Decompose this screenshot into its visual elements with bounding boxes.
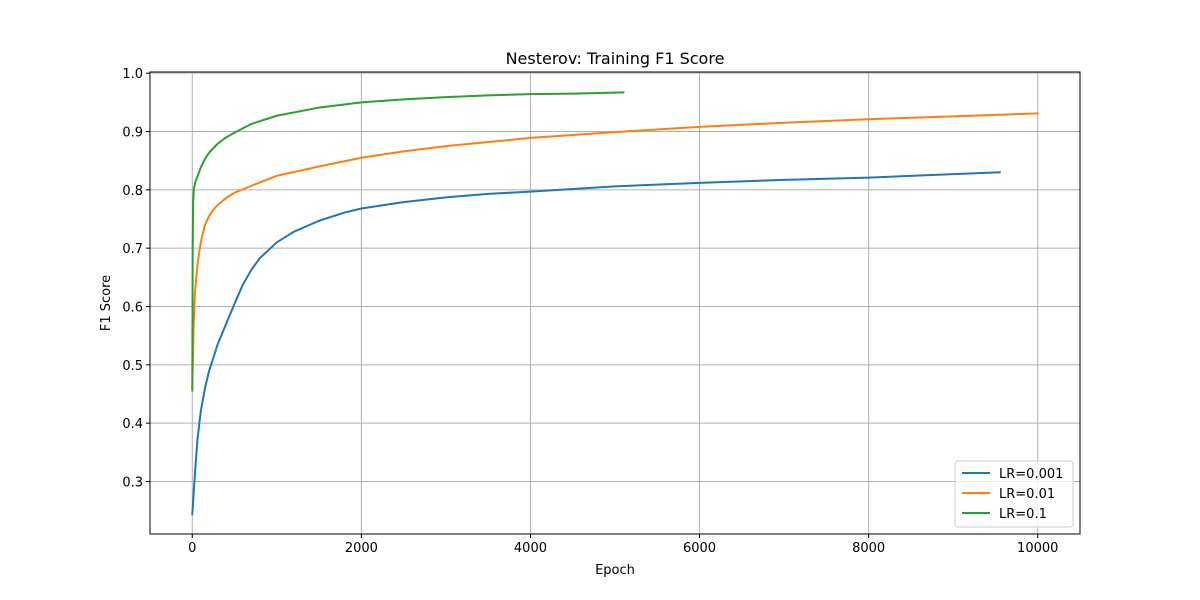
legend-entry-label: LR=0.1	[999, 507, 1047, 522]
x-tick-label: 6000	[683, 541, 716, 556]
y-tick-label: 0.3	[122, 476, 143, 491]
x-tick-label: 2000	[345, 541, 378, 556]
axis-ticks: 0 2000 4000 6000 8000 10000 0.3 0.4 0.5 0.6 0.7 0.8…	[122, 67, 1058, 556]
legend-box	[954, 460, 1074, 528]
series-line-3	[191, 91, 625, 392]
legend-entry-label: LR=0.001	[999, 467, 1063, 482]
legend-entry-label: LR=0.01	[999, 487, 1055, 502]
y-tick-label: 0.8	[122, 184, 143, 199]
y-tick-label: 0.9	[122, 126, 143, 141]
y-tick-label: 0.5	[122, 359, 143, 374]
y-tick-label: 1.0	[122, 67, 143, 82]
x-tick-label: 8000	[852, 541, 885, 556]
x-tick-label: 4000	[514, 541, 547, 556]
plot-area-frame	[149, 71, 1081, 535]
series-lines	[191, 91, 1039, 516]
y-tick-label: 0.6	[122, 301, 143, 316]
y-axis-label: F1 Score	[99, 275, 114, 331]
x-axis-label: Epoch	[595, 563, 635, 578]
legend: LR=0.001 LR=0.01 LR=0.1	[954, 460, 1074, 528]
y-tick-label: 0.7	[122, 242, 143, 257]
y-tick-label: 0.4	[122, 417, 143, 432]
series-line-2	[191, 112, 1039, 390]
series-line-1	[191, 171, 1001, 516]
x-tick-label: 10000	[1017, 541, 1058, 556]
x-tick-label: 0	[188, 541, 196, 556]
chart-title: Nesterov: Training F1 Score	[506, 49, 725, 68]
grid	[150, 72, 1080, 534]
